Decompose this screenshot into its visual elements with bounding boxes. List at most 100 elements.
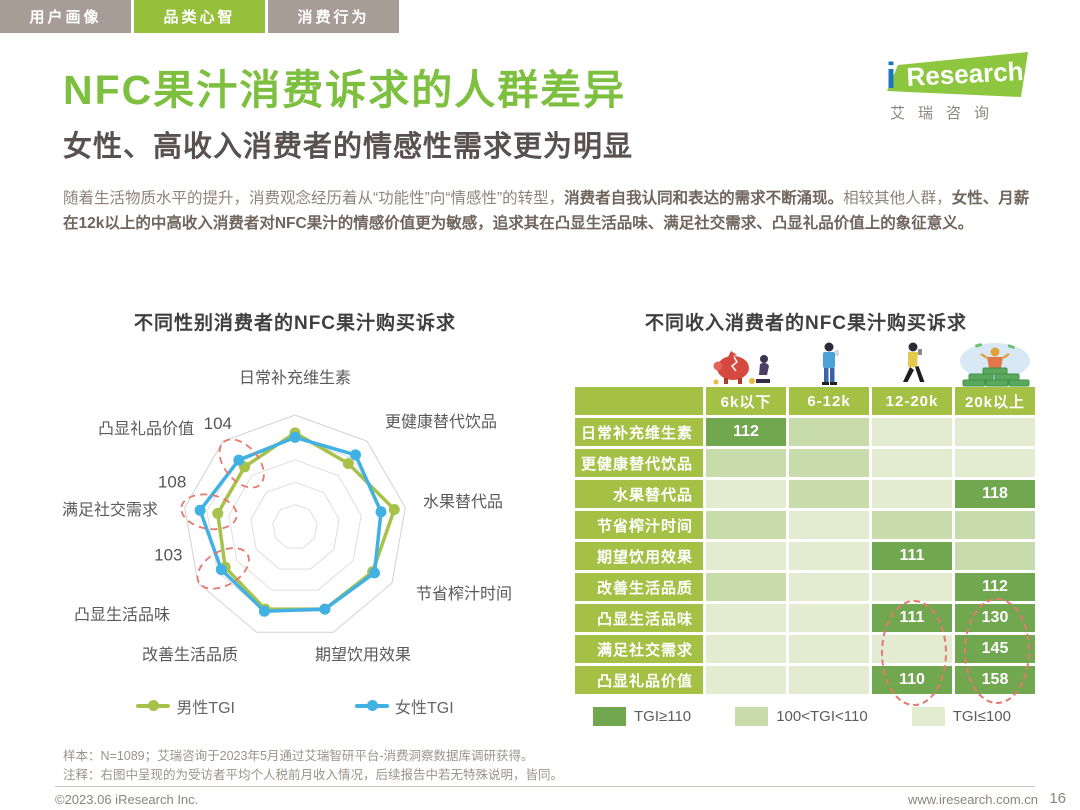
table-legend-item: TGI≥110 — [593, 707, 691, 726]
page-subtitle: 女性、高收入消费者的情感性需求更为明显 — [63, 131, 634, 163]
table-cell — [789, 480, 869, 508]
table-cell — [789, 511, 869, 539]
table-cell — [706, 480, 786, 508]
svg-text:节省榨汁时间: 节省榨汁时间 — [416, 585, 512, 603]
page-title: NFC果汁消费诉求的人群差异 — [63, 67, 627, 113]
table-cell: 118 — [955, 480, 1035, 508]
svg-text:更健康替代饮品: 更健康替代饮品 — [385, 413, 497, 431]
intro-seg2: 消费者自我认同和表达的需求不断涌现。 — [564, 190, 844, 207]
income-table-panel: 不同收入消费者的NFC果汁购买诉求 — [575, 308, 1037, 726]
legend-label: 100<TGI<110 — [776, 708, 868, 725]
svg-text:日常补充维生素: 日常补充维生素 — [239, 369, 351, 387]
row-label: 更健康替代饮品 — [575, 449, 703, 477]
table-cell: 112 — [706, 418, 786, 446]
page-number: 16 — [1049, 790, 1066, 807]
svg-text:凸显礼品价值: 凸显礼品价值 — [98, 420, 194, 438]
column-header-6k以下: 6k以下 — [706, 387, 786, 415]
legend-line-marker-icon — [355, 700, 389, 711]
website-url: www.iresearch.com.cn — [907, 792, 1038, 807]
legend-swatch-icon — [735, 707, 769, 726]
legend-swatch-icon — [593, 707, 626, 726]
table-cell — [872, 511, 952, 539]
legend-label: 男性TGI — [176, 700, 235, 717]
table-cell — [872, 573, 952, 601]
table-cell — [706, 511, 786, 539]
table-cell — [872, 449, 952, 477]
svg-text:104: 104 — [204, 414, 232, 433]
icon-spacer — [575, 337, 703, 387]
table-legend-item: 100<TGI<110 — [735, 707, 868, 726]
table-cell — [789, 573, 869, 601]
table-legend-item: TGI≤100 — [911, 707, 1011, 726]
table-cell — [872, 418, 952, 446]
income-table-title: 不同收入消费者的NFC果汁购买诉求 — [644, 313, 968, 334]
svg-text:满足社交需求: 满足社交需求 — [62, 501, 158, 519]
table-cell — [955, 449, 1035, 477]
iresearch-logo: Research i 艾瑞咨询 — [886, 52, 1028, 122]
table-cell: 145 — [955, 635, 1035, 663]
table-cell — [789, 418, 869, 446]
table-cell — [706, 449, 786, 477]
tab-品类心智[interactable]: 品类心智 — [134, 0, 265, 33]
row-label: 改善生活品质 — [575, 573, 703, 601]
walking-person-phone-icon — [872, 337, 952, 387]
table-cell — [706, 635, 786, 663]
tab-消费行为[interactable]: 消费行为 — [268, 0, 399, 33]
table-cell — [872, 480, 952, 508]
svg-text:103: 103 — [154, 546, 182, 565]
table-cell: 111 — [872, 604, 952, 632]
svg-text:108: 108 — [158, 472, 186, 491]
table-legend: TGI≥110 100<TGI<110 TGI≤100 — [575, 707, 1037, 726]
table-cell — [789, 666, 869, 694]
legend-label: 女性TGI — [395, 700, 454, 717]
row-label: 水果替代品 — [575, 480, 703, 508]
column-header-12-20k: 12-20k — [872, 387, 952, 415]
intro-paragraph: 随着生活物质水平的提升，消费观念经历着从“功能性”向“情感性”的转型，消费者自我… — [63, 186, 1031, 236]
svg-text:凸显生活品味: 凸显生活品味 — [74, 606, 170, 624]
table-cell — [789, 604, 869, 632]
svg-text:改善生活品质: 改善生活品质 — [142, 646, 238, 664]
table-corner-cell — [575, 387, 703, 415]
copyright-text: ©2023.06 iResearch Inc. — [55, 792, 199, 807]
radar-legend: 男性TGI 女性TGI — [60, 694, 530, 718]
logo-letter-i: i — [886, 55, 896, 96]
table-cell: 130 — [955, 604, 1035, 632]
standing-person-phone-icon — [789, 337, 869, 387]
legend-label: TGI≤100 — [952, 708, 1011, 725]
intro-seg4: 女性、月薪在12k以上的中高收入消费者对NFC果汁的情感价值更为敏感，追求其在凸… — [63, 190, 1030, 233]
table-cell — [789, 635, 869, 663]
person-on-money-pile-icon — [955, 337, 1035, 387]
table-cell — [955, 542, 1035, 570]
legend-swatch-icon — [911, 707, 945, 726]
svg-text:期望饮用效果: 期望饮用效果 — [315, 646, 411, 664]
table-cell: 158 — [955, 666, 1035, 694]
radar-legend-item: 女性TGI — [355, 694, 454, 718]
svg-text:水果替代品: 水果替代品 — [423, 493, 503, 511]
column-header-6-12k: 6-12k — [789, 387, 869, 415]
logo-text-en: Research — [906, 56, 1024, 92]
table-cell — [955, 511, 1035, 539]
table-cell: 112 — [955, 573, 1035, 601]
logo-text-cn: 艾瑞咨询 — [890, 105, 1002, 122]
table-cell — [789, 449, 869, 477]
legend-line-marker-icon — [136, 700, 171, 711]
table-cell — [706, 542, 786, 570]
row-label: 凸显生活品味 — [575, 604, 703, 632]
row-label: 凸显礼品价值 — [575, 666, 703, 694]
income-table: 6k以下 6-12k 12-20k 20k以上 日常补充维生素 112 更健康替代饮品 水果替… — [575, 387, 1037, 694]
row-label: 满足社交需求 — [575, 635, 703, 663]
table-cell: 110 — [872, 666, 952, 694]
tab-bar: 用户画像 品类心智 消费行为 — [0, 0, 399, 33]
footnotes: 样本：N=1089；艾瑞咨询于2023年5月通过艾瑞智研平台-消费洞察数据库调研… — [63, 747, 563, 786]
radar-chart-title: 不同性别消费者的NFC果汁购买诉求 — [133, 313, 457, 334]
table-cell — [706, 666, 786, 694]
table-cell — [706, 604, 786, 632]
tab-用户画像[interactable]: 用户画像 — [0, 0, 131, 33]
radar-legend-item: 男性TGI — [136, 694, 235, 718]
footnote-note: 注释：右图中呈现的为受访者平均个人税前月收入情况，后续报告中若无特殊说明，皆同。 — [63, 768, 564, 783]
table-cell — [955, 418, 1035, 446]
column-header-20k以上: 20k以上 — [955, 387, 1035, 415]
footnote-sample: 样本：N=1089；艾瑞咨询于2023年5月通过艾瑞智研平台-消费洞察数据库调研… — [63, 749, 534, 763]
